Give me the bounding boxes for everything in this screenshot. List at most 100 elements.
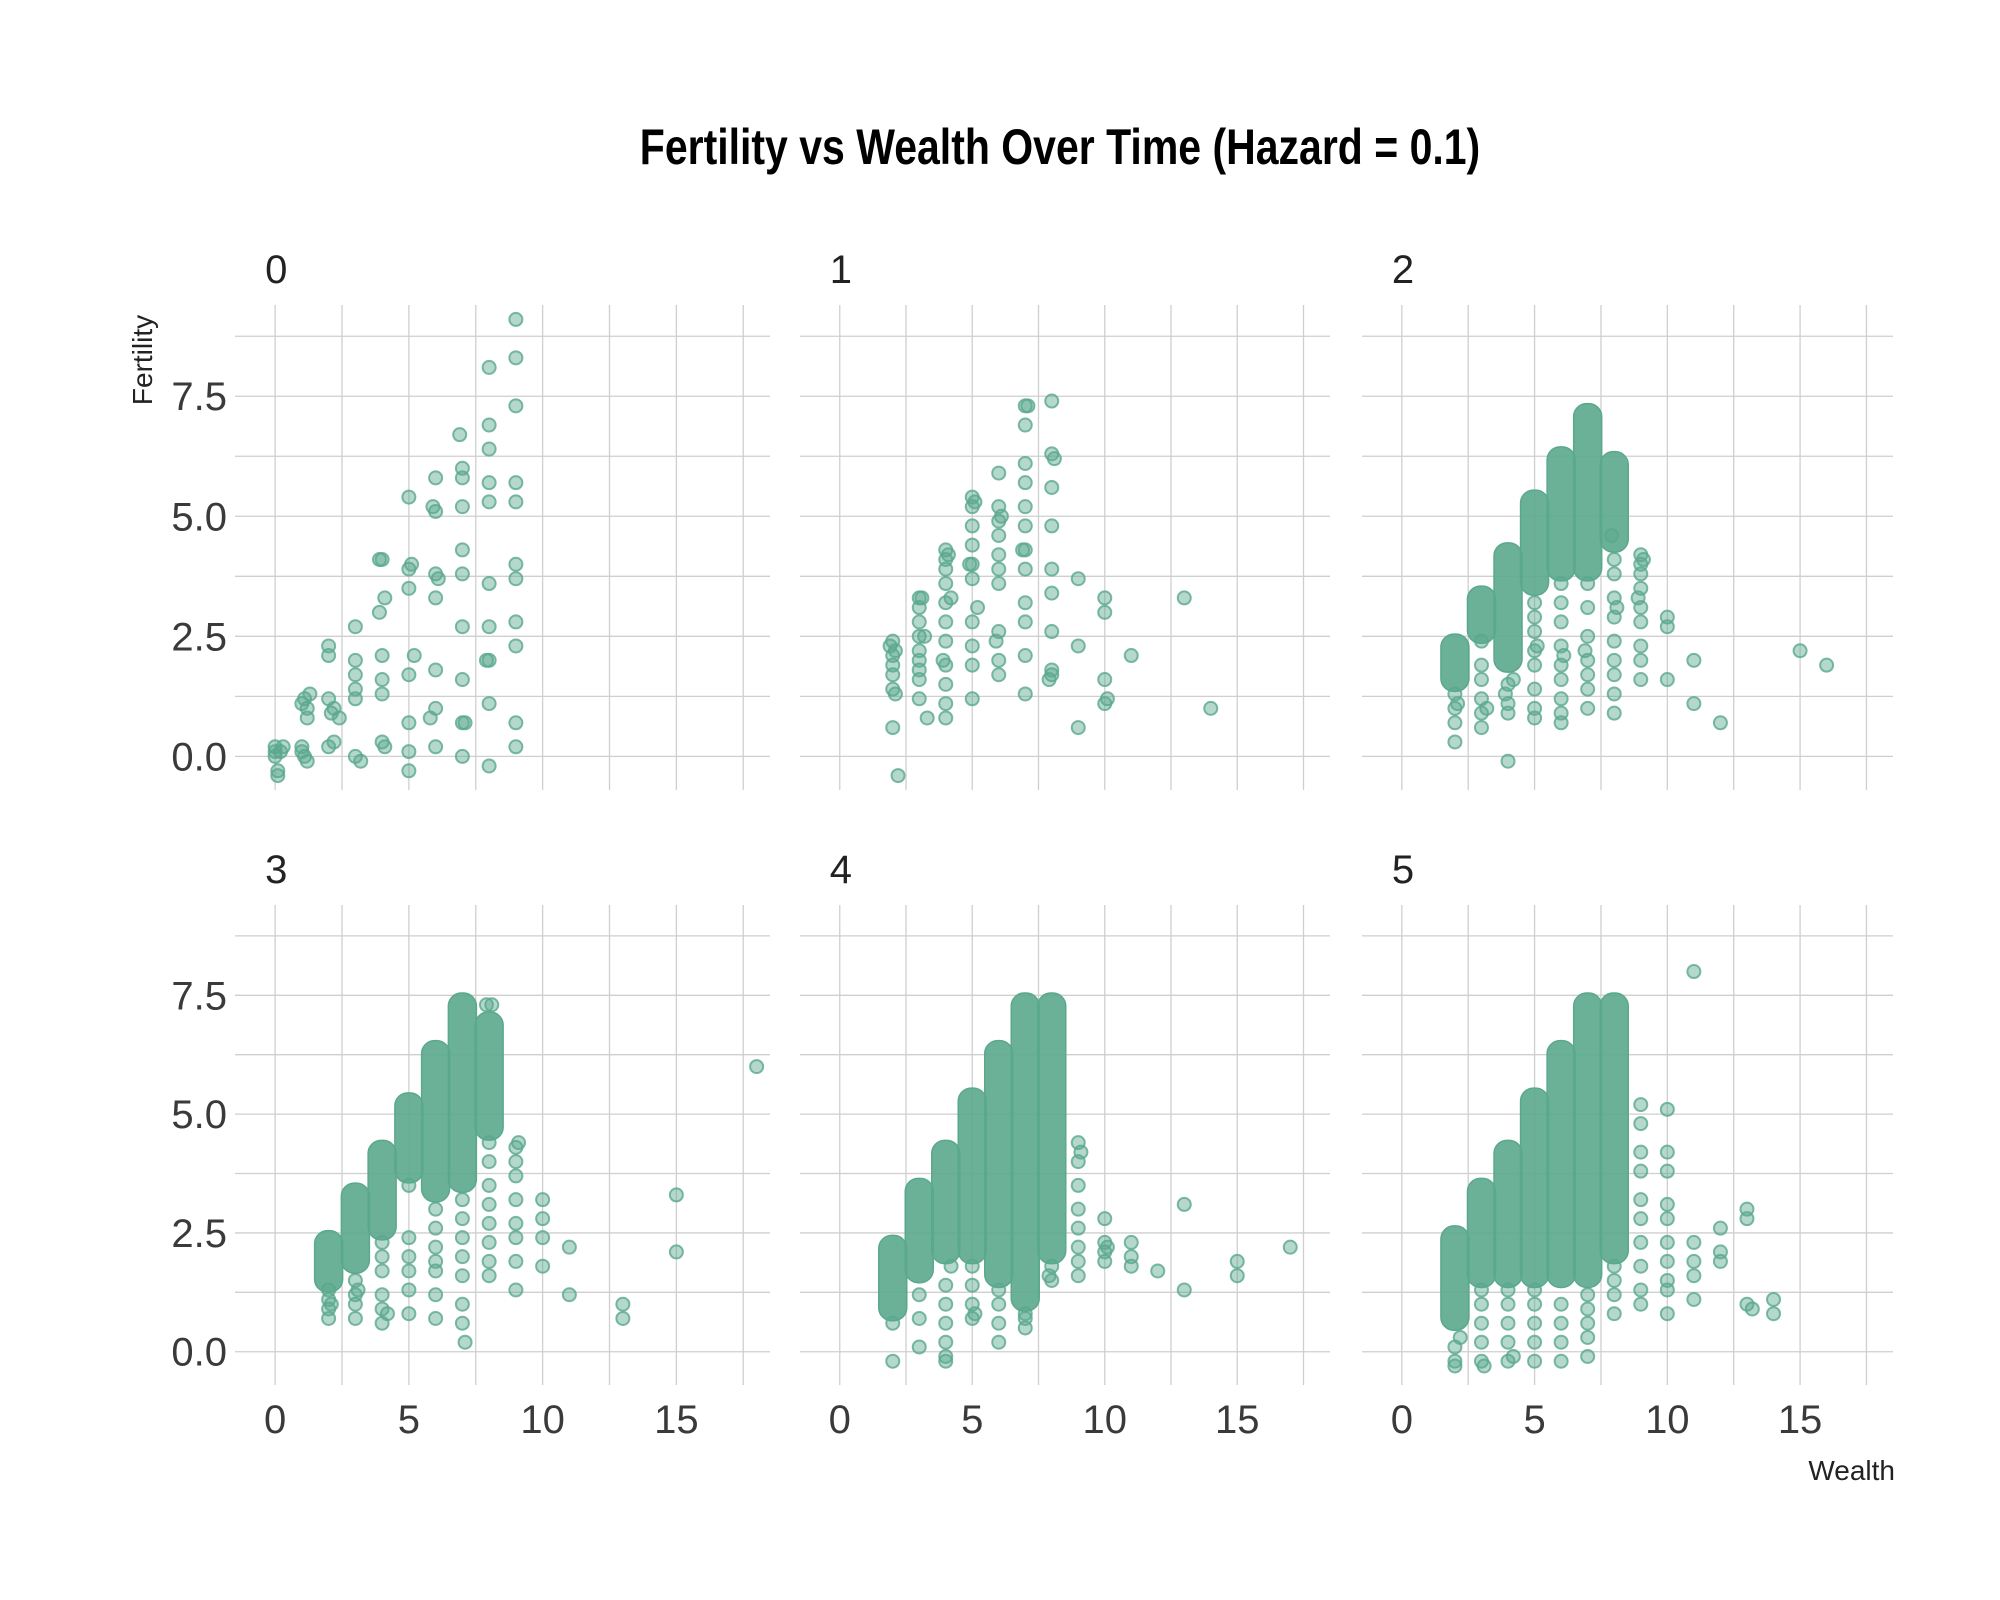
data-point <box>1556 648 1572 664</box>
data-point <box>1553 1353 1569 1369</box>
data-point <box>1044 561 1060 577</box>
data-point <box>535 1230 551 1246</box>
data-point <box>1017 614 1033 630</box>
data-point <box>1099 691 1115 707</box>
x-axis-label: Wealth <box>1808 1455 1895 1486</box>
data-point <box>1017 1310 1033 1326</box>
data-point <box>1041 1268 1057 1284</box>
data-point <box>454 1268 470 1284</box>
data-point <box>401 744 417 760</box>
x-tick-label: 10 <box>1083 1398 1128 1442</box>
data-point <box>481 1268 497 1284</box>
x-tick-label: 10 <box>520 1398 565 1442</box>
data-point <box>993 508 1009 524</box>
data-point <box>321 648 337 664</box>
data-point <box>299 753 315 769</box>
point-cluster <box>984 1039 1014 1289</box>
data-point <box>481 1253 497 1269</box>
data-point <box>1500 753 1516 769</box>
data-point <box>1123 1258 1139 1274</box>
data-point <box>454 672 470 688</box>
data-point <box>964 657 980 673</box>
data-point <box>401 1282 417 1298</box>
data-point <box>508 614 524 630</box>
data-point <box>422 710 438 726</box>
data-point <box>401 763 417 779</box>
point-cluster <box>447 992 478 1194</box>
data-point <box>270 763 286 779</box>
data-point <box>911 672 927 688</box>
data-point <box>1017 648 1033 664</box>
panel-0: 0 0.0 2.5 5.0 7.5 <box>171 248 770 790</box>
data-point <box>1580 576 1596 592</box>
data-point <box>481 1177 497 1193</box>
data-point <box>911 691 927 707</box>
data-point <box>1686 1253 1702 1269</box>
data-point <box>991 576 1007 592</box>
x-tick-label: 5 <box>961 1398 983 1442</box>
data-point <box>401 1306 417 1322</box>
data-point <box>478 997 494 1013</box>
data-point <box>299 700 315 716</box>
data-point <box>1046 451 1062 467</box>
point-cluster <box>1546 446 1576 582</box>
data-point <box>428 1201 444 1217</box>
data-point <box>401 1177 417 1193</box>
data-point <box>481 1234 497 1250</box>
y-tick-label: 0.0 <box>171 1331 227 1375</box>
data-point <box>401 489 417 505</box>
data-point <box>1659 1282 1675 1298</box>
data-point <box>508 1215 524 1231</box>
data-point <box>1044 479 1060 495</box>
data-point <box>1686 696 1702 712</box>
data-point <box>1659 1253 1675 1269</box>
data-point <box>1630 590 1646 606</box>
data-point <box>321 1310 337 1326</box>
data-point <box>1712 1220 1728 1236</box>
data-point <box>379 1306 395 1322</box>
data-point <box>911 614 927 630</box>
data-point <box>1473 1296 1489 1312</box>
data-point <box>508 1253 524 1269</box>
data-point <box>481 696 497 712</box>
data-point <box>1473 720 1489 736</box>
data-point <box>454 1296 470 1312</box>
data-point <box>911 1310 927 1326</box>
data-point <box>1500 1282 1516 1298</box>
y-tick-label: 0.0 <box>171 735 227 779</box>
data-point <box>1097 590 1113 606</box>
data-point <box>1070 1253 1086 1269</box>
data-point <box>1015 542 1031 558</box>
panel-label: 2 <box>1392 248 1414 292</box>
data-point <box>454 1315 470 1331</box>
data-point <box>938 1315 954 1331</box>
data-point <box>428 1239 444 1255</box>
data-point <box>1017 595 1033 611</box>
data-point <box>401 715 417 731</box>
data-point <box>964 1277 980 1293</box>
data-point <box>1633 1234 1649 1250</box>
data-point <box>1633 1211 1649 1227</box>
data-point <box>561 1239 577 1255</box>
data-point <box>270 768 286 784</box>
data-point <box>967 1306 983 1322</box>
data-point <box>991 1315 1007 1331</box>
data-point <box>481 619 497 635</box>
data-point <box>401 667 417 683</box>
data-point <box>1580 681 1596 697</box>
data-point <box>374 552 390 568</box>
data-point <box>1097 1211 1113 1227</box>
data-point <box>481 576 497 592</box>
data-point <box>1819 657 1835 673</box>
data-point <box>481 1154 497 1170</box>
data-point <box>1659 619 1675 635</box>
point-cluster <box>1493 542 1523 673</box>
data-point <box>1527 710 1543 726</box>
data-point <box>991 652 1007 668</box>
data-point <box>508 311 524 327</box>
data-point <box>428 1310 444 1326</box>
data-point <box>481 441 497 457</box>
data-point <box>326 734 342 750</box>
data-point <box>1070 638 1086 654</box>
